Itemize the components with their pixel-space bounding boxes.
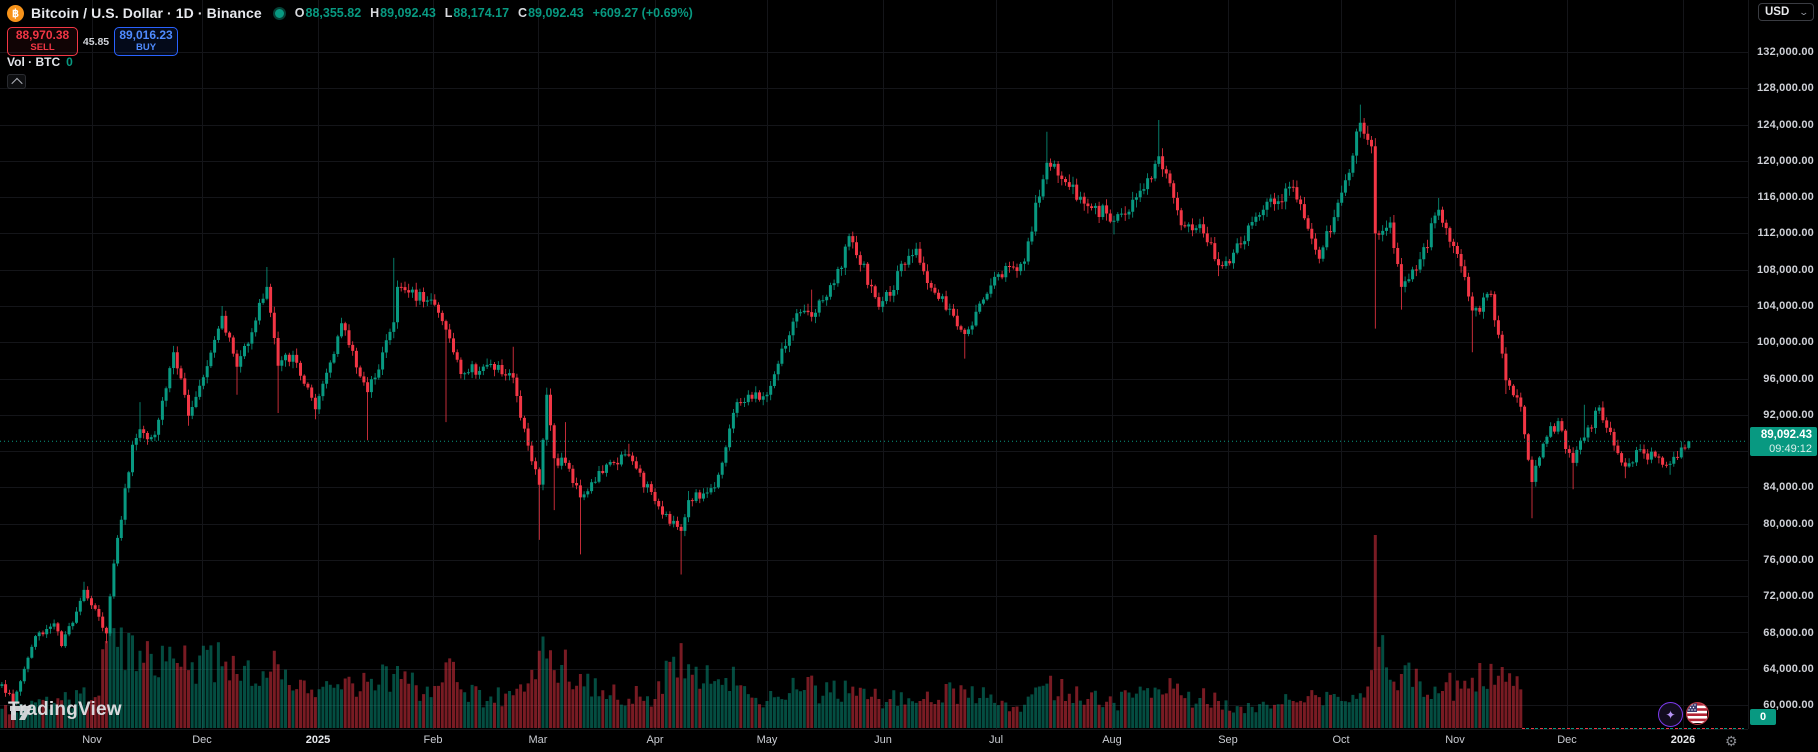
price-axis[interactable]: USD ⌄ 132,000.00 128,000.00 124,000.00 120,…: [1748, 0, 1818, 729]
buy-label: BUY: [135, 42, 157, 53]
price-tick: 132,000.00: [1756, 46, 1814, 58]
candlestick-chart[interactable]: [0, 0, 1748, 729]
time-tick: Aug: [1102, 734, 1122, 746]
trade-buttons: 88,970.38 SELL 45.85 89,016.23 BUY: [7, 27, 178, 56]
buy-price: 89,016.23: [119, 28, 173, 42]
price-tick: 100,000.00: [1756, 336, 1814, 349]
close-label: C: [518, 6, 528, 20]
symbol-legend: ฿ Bitcoin / U.S. Dollar · 1D · Binance O…: [7, 4, 693, 22]
ohlc-readout: O88,355.82 H89,092.43 L88,174.17 C89,092…: [295, 6, 693, 20]
sell-label: SELL: [30, 42, 55, 53]
candle-wicks-up: [1, 104, 1690, 706]
floating-icons: ✦: [1658, 702, 1709, 727]
tradingview-logo-text: TradingView: [8, 699, 122, 720]
us-flag-icon[interactable]: [1686, 702, 1709, 725]
us-flag-graphic: [1687, 703, 1707, 723]
change-value: +609.27 (+0.69%): [592, 6, 693, 20]
price-tick: 92,000.00: [1763, 408, 1814, 421]
tradingview-logo-icon: [10, 706, 32, 720]
time-tick: Oct: [1332, 734, 1350, 746]
volume-legend-value: 0: [66, 55, 73, 69]
candle-bodies-down: [4, 122, 1687, 703]
price-tick: 72,000.00: [1763, 590, 1814, 603]
chart-pane[interactable]: ฿ Bitcoin / U.S. Dollar · 1D · Binance O…: [0, 0, 1748, 729]
interval-label: 1D: [175, 5, 194, 21]
time-tick: Dec: [192, 734, 212, 746]
chevron-up-icon: [10, 77, 23, 89]
buy-button[interactable]: 89,016.23 BUY: [114, 27, 178, 56]
price-tick: 60,000.00: [1763, 699, 1814, 711]
settings-gear-icon[interactable]: ⚙: [1725, 733, 1738, 749]
price-tick: 96,000.00: [1763, 372, 1814, 385]
volume-legend[interactable]: Vol · BTC 0: [7, 55, 73, 69]
currency-select[interactable]: USD ⌄: [1758, 3, 1814, 21]
low-label: L: [444, 6, 453, 20]
open-label: O: [294, 6, 305, 20]
ai-assistant-icon[interactable]: ✦: [1658, 702, 1683, 727]
time-tick-year: 2026: [1670, 734, 1696, 746]
candle-bodies-up: [0, 122, 1691, 703]
volume-bars-down: [4, 535, 1523, 728]
price-tick: 112,000.00: [1757, 227, 1814, 240]
bitcoin-logo-icon: ฿: [7, 4, 24, 22]
open-value: 88,355.82: [305, 6, 362, 20]
symbol-title[interactable]: Bitcoin / U.S. Dollar · 1D · Binance: [31, 5, 262, 21]
currency-value: USD: [1765, 6, 1790, 18]
time-tick: May: [756, 734, 778, 746]
price-tick: 120,000.00: [1756, 154, 1814, 167]
price-tick: 80,000.00: [1763, 517, 1814, 530]
sell-price: 88,970.38: [15, 28, 70, 42]
time-axis[interactable]: Nov Dec 2025 Feb Mar Apr May Jun Jul Aug Sep Oct Nov…: [0, 729, 1748, 752]
time-tick: Nov: [82, 734, 102, 746]
time-tick: Mar: [528, 734, 548, 746]
bar-countdown: 09:49:12: [1769, 443, 1812, 455]
last-price-badge: 89,092.43 09:49:12: [1750, 427, 1817, 456]
sell-button[interactable]: 88,970.38 SELL: [7, 27, 78, 56]
high-value: 89,092.43: [380, 6, 436, 20]
price-tick: 64,000.00: [1763, 662, 1814, 675]
low-value: 88,174.17: [453, 6, 510, 20]
collapse-legend-button[interactable]: [7, 74, 26, 89]
time-tick: Nov: [1445, 734, 1465, 746]
price-tick: 108,000.00: [1756, 263, 1814, 276]
volume-bars-up: [0, 627, 1489, 729]
price-tick: 104,000.00: [1756, 300, 1814, 312]
price-tick: 84,000.00: [1763, 481, 1814, 494]
time-tick: Feb: [423, 734, 443, 746]
volume-legend-label: Vol · BTC: [7, 55, 61, 69]
spread-value: 45.85: [82, 35, 110, 48]
last-price-value: 89,092.43: [1760, 429, 1812, 441]
time-tick: Jul: [988, 734, 1004, 746]
price-tick: 68,000.00: [1763, 626, 1814, 639]
high-label: H: [370, 6, 380, 20]
volume-zero-badge: 0: [1750, 709, 1776, 725]
tradingview-watermark[interactable]: TradingView: [8, 699, 122, 721]
time-tick-year: 2025: [305, 734, 331, 746]
time-tick: Jun: [874, 734, 892, 746]
exchange-label: Binance: [206, 5, 262, 21]
price-tick: 124,000.00: [1756, 118, 1814, 131]
candle-wicks-down: [5, 118, 1686, 707]
price-tick: 128,000.00: [1756, 82, 1814, 95]
close-value: 89,092.43: [528, 6, 584, 20]
chevron-down-icon: ⌄: [1798, 6, 1810, 17]
price-tick: 76,000.00: [1763, 553, 1814, 566]
time-tick: Apr: [646, 734, 664, 746]
market-status-icon[interactable]: [272, 6, 286, 20]
price-tick: 116,000.00: [1757, 191, 1814, 204]
time-tick: Sep: [1218, 734, 1238, 746]
chart-grid: [0, 0, 1748, 729]
time-tick: Dec: [1557, 734, 1577, 746]
